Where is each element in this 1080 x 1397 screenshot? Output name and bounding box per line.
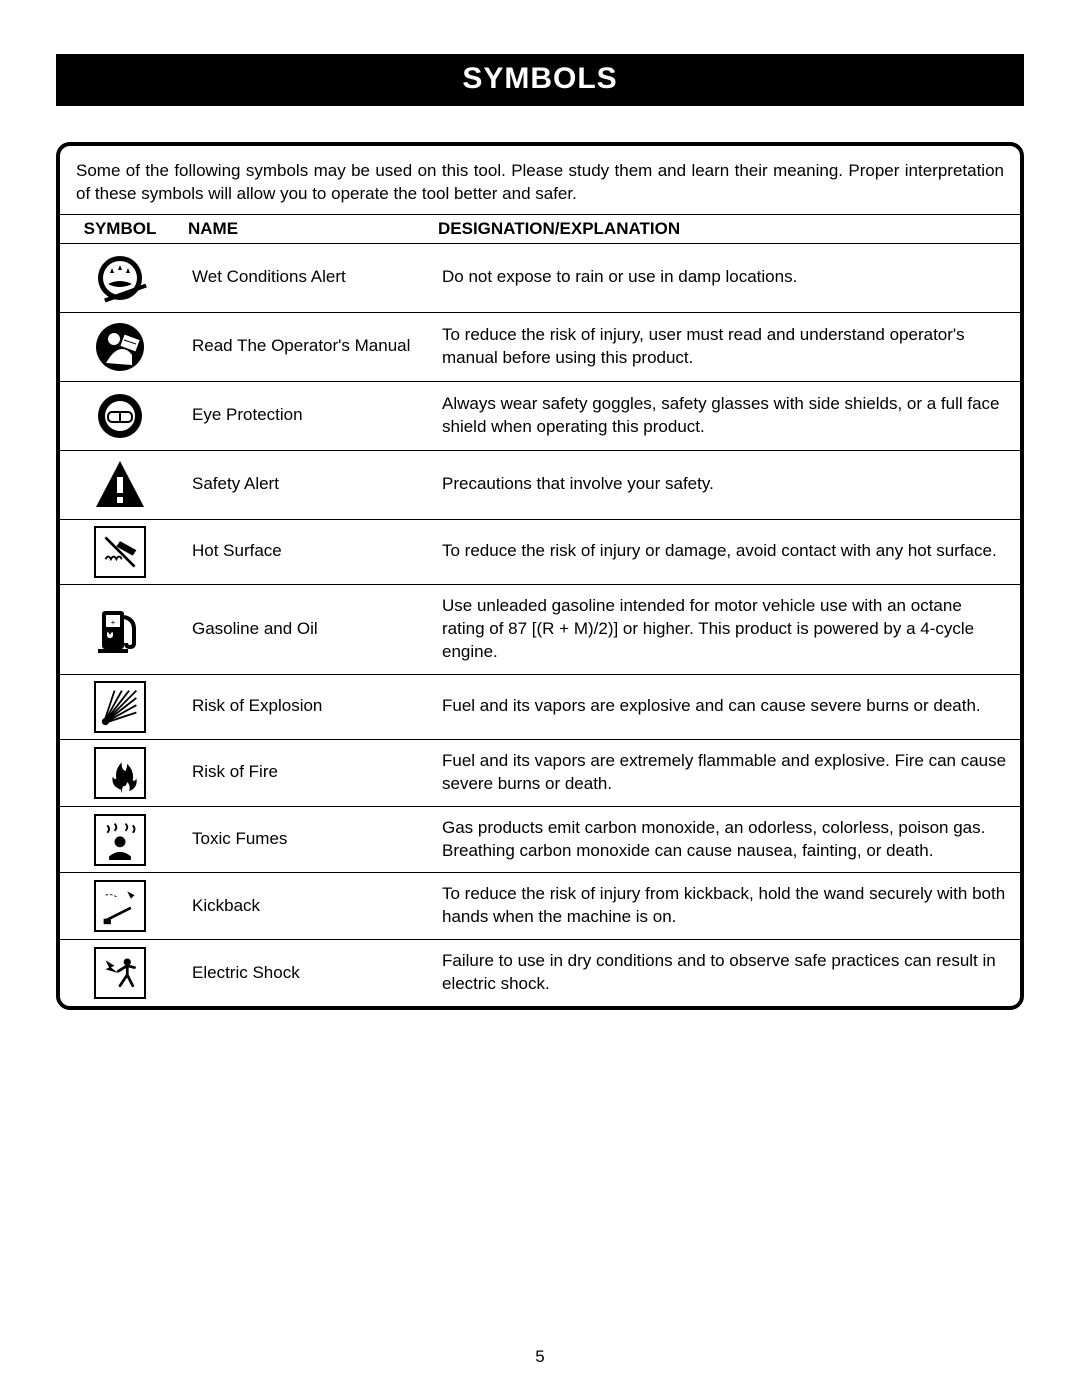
symbol-cell (60, 739, 180, 806)
symbol-cell (60, 873, 180, 940)
table-row: Read The Operator's ManualTo reduce the … (60, 312, 1020, 381)
symbol-name: Risk of Explosion (180, 674, 430, 739)
symbols-table: SYMBOL NAME DESIGNATION/EXPLANATION Wet … (60, 214, 1020, 1006)
table-row: Risk of FireFuel and its vapors are extr… (60, 739, 1020, 806)
gasoline-oil-icon (92, 601, 148, 657)
kickback-icon (94, 880, 146, 932)
symbol-cell (60, 243, 180, 312)
table-row: Gasoline and OilUse unleaded gasoline in… (60, 584, 1020, 674)
symbol-cell (60, 674, 180, 739)
table-row: Hot SurfaceTo reduce the risk of injury … (60, 519, 1020, 584)
table-row: Toxic FumesGas products emit carbon mono… (60, 806, 1020, 873)
read-manual-icon (92, 319, 148, 375)
hot-surface-icon (94, 526, 146, 578)
symbol-explanation: To reduce the risk of injury from kickba… (430, 873, 1020, 940)
table-row: Wet Conditions AlertDo not expose to rai… (60, 243, 1020, 312)
symbol-name: Risk of Fire (180, 739, 430, 806)
symbol-cell (60, 584, 180, 674)
electric-shock-icon (94, 947, 146, 999)
table-row: Safety AlertPrecautions that involve you… (60, 450, 1020, 519)
page-title-bar: SYMBOLS (56, 54, 1024, 106)
safety-alert-icon (92, 457, 148, 513)
page-title: SYMBOLS (462, 62, 617, 95)
symbol-name: Toxic Fumes (180, 806, 430, 873)
symbol-cell (60, 312, 180, 381)
symbol-name: Kickback (180, 873, 430, 940)
symbol-name: Gasoline and Oil (180, 584, 430, 674)
table-row: Electric ShockFailure to use in dry cond… (60, 940, 1020, 1006)
table-row: Eye ProtectionAlways wear safety goggles… (60, 381, 1020, 450)
eye-protection-icon (92, 388, 148, 444)
symbol-cell (60, 806, 180, 873)
symbol-cell (60, 381, 180, 450)
symbol-explanation: Gas products emit carbon monoxide, an od… (430, 806, 1020, 873)
symbol-explanation: Failure to use in dry conditions and to … (430, 940, 1020, 1006)
symbol-explanation: Precautions that involve your safety. (430, 450, 1020, 519)
risk-explosion-icon (94, 681, 146, 733)
col-header-symbol: SYMBOL (60, 214, 180, 243)
col-header-name: NAME (180, 214, 430, 243)
symbols-panel: Some of the following symbols may be use… (56, 142, 1024, 1010)
table-header-row: SYMBOL NAME DESIGNATION/EXPLANATION (60, 214, 1020, 243)
symbol-name: Eye Protection (180, 381, 430, 450)
risk-fire-icon (94, 747, 146, 799)
symbol-explanation: To reduce the risk of injury, user must … (430, 312, 1020, 381)
symbol-name: Read The Operator's Manual (180, 312, 430, 381)
table-row: Risk of ExplosionFuel and its vapors are… (60, 674, 1020, 739)
symbol-cell (60, 519, 180, 584)
col-header-explanation: DESIGNATION/EXPLANATION (430, 214, 1020, 243)
symbol-name: Safety Alert (180, 450, 430, 519)
symbol-name: Hot Surface (180, 519, 430, 584)
symbol-name: Electric Shock (180, 940, 430, 1006)
symbol-explanation: Fuel and its vapors are explosive and ca… (430, 674, 1020, 739)
symbol-name: Wet Conditions Alert (180, 243, 430, 312)
page-number: 5 (0, 1347, 1080, 1367)
table-row: KickbackTo reduce the risk of injury fro… (60, 873, 1020, 940)
symbol-explanation: To reduce the risk of injury or damage, … (430, 519, 1020, 584)
symbol-explanation: Do not expose to rain or use in damp loc… (430, 243, 1020, 312)
manual-page: SYMBOLS Some of the following symbols ma… (0, 0, 1080, 1397)
toxic-fumes-icon (94, 814, 146, 866)
wet-conditions-icon (92, 250, 148, 306)
symbol-explanation: Use unleaded gasoline intended for motor… (430, 584, 1020, 674)
intro-text: Some of the following symbols may be use… (60, 160, 1020, 214)
symbol-cell (60, 940, 180, 1006)
symbol-explanation: Always wear safety goggles, safety glass… (430, 381, 1020, 450)
symbol-cell (60, 450, 180, 519)
symbol-explanation: Fuel and its vapors are extremely flamma… (430, 739, 1020, 806)
